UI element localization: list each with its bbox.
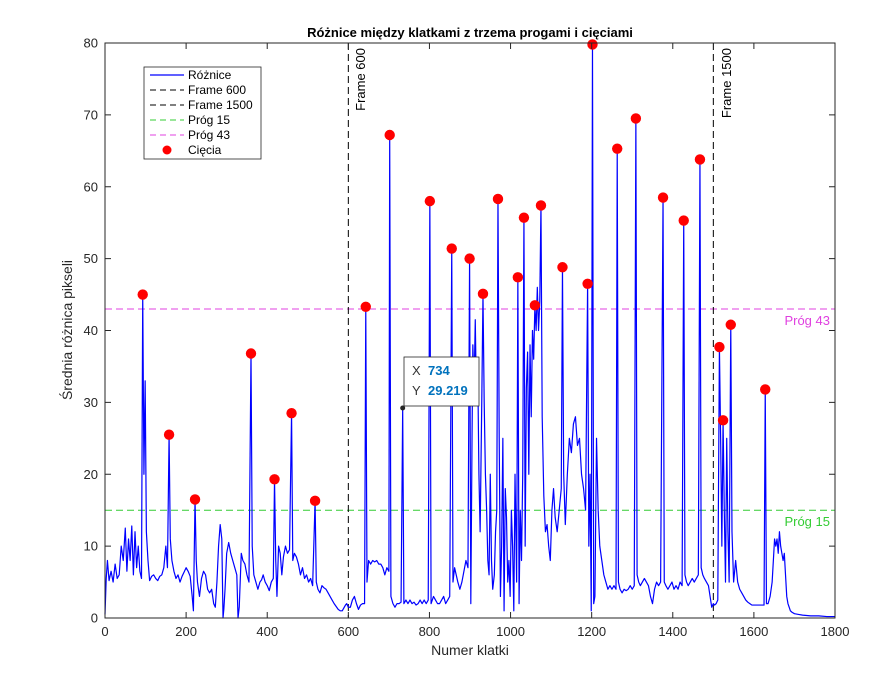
x-tick-label-0: 0 (101, 624, 108, 639)
legend-label-ciecia: Cięcia (188, 143, 222, 157)
y-tick-label-7: 70 (84, 107, 98, 122)
cut-marker-24 (678, 215, 689, 226)
cut-marker-27 (717, 415, 729, 426)
cut-marker-8 (384, 129, 395, 141)
cut-marker-21 (612, 143, 623, 154)
y-tick-label-1: 10 (84, 539, 98, 554)
datatip-y-value: 29.219 (428, 383, 468, 398)
cut-marker-1 (163, 429, 175, 440)
cut-marker-0 (137, 289, 148, 300)
x-tick-label-1: 200 (175, 624, 197, 639)
datatip-y-key: Y (412, 383, 421, 398)
cut-marker-11 (464, 253, 475, 264)
cut-marker-10 (446, 243, 457, 254)
x-tick-label-8: 1600 (739, 624, 768, 639)
x-tick-label-9: 1800 (821, 624, 850, 639)
legend-label-prog-15: Próg 15 (188, 113, 230, 127)
x-tick-label-4: 800 (419, 624, 441, 639)
chart-title: Różnice między klatkami z trzema progami… (307, 25, 633, 40)
legend-label-roznice: Różnice (188, 68, 232, 82)
y-tick-label-6: 60 (84, 179, 98, 194)
cut-marker-4 (269, 474, 280, 485)
x-tick-label-3: 600 (337, 624, 359, 639)
cut-marker-12 (477, 288, 489, 300)
cut-marker-19 (582, 278, 593, 289)
cut-marker-18 (557, 262, 568, 273)
cut-marker-15 (518, 212, 530, 223)
legend-label-frame-1500: Frame 1500 (188, 98, 253, 112)
datatip-box[interactable] (403, 356, 480, 407)
y-tick-label-4: 40 (84, 323, 98, 338)
y-tick-label-8: 80 (84, 36, 98, 51)
cut-marker-7 (360, 301, 371, 312)
cut-marker-23 (657, 192, 669, 203)
datatip-x-value: 734 (428, 363, 450, 378)
cut-marker-20 (587, 39, 598, 50)
cut-marker-29 (760, 384, 771, 395)
cut-marker-14 (512, 272, 524, 283)
cut-marker-6 (309, 495, 321, 507)
cut-marker-5 (286, 407, 297, 419)
legend-label-prog-43: Próg 43 (188, 128, 230, 142)
threshold-43-label: Próg 43 (784, 313, 830, 328)
legend-box (143, 66, 262, 160)
legend-marker-ciecia (162, 145, 172, 155)
y-tick-label-5: 50 (84, 251, 98, 266)
cut-marker-2 (189, 494, 201, 505)
cut-marker-25 (694, 154, 706, 165)
x-tick-label-5: 1000 (496, 624, 525, 639)
cut-marker-17 (535, 200, 547, 211)
legend-label-frame-600: Frame 600 (188, 83, 246, 97)
frame-600-label: Frame 600 (353, 48, 368, 111)
y-tick-label-3: 30 (84, 395, 98, 410)
x-tick-label-2: 400 (256, 624, 278, 639)
frame-1500-label: Frame 1500 (719, 48, 734, 118)
cut-marker-28 (725, 319, 736, 330)
cut-marker-9 (424, 195, 436, 207)
cut-marker-26 (714, 341, 725, 353)
cut-marker-3 (245, 348, 257, 359)
y-tick-label-0: 0 (91, 611, 98, 626)
datatip-point[interactable] (400, 405, 406, 411)
datatip[interactable]: X 734 Y 29.219 (400, 356, 480, 411)
x-tick-label-6: 1200 (577, 624, 606, 639)
x-axis: 0 200 400 600 800 1000 1200 1400 1600 1800 (101, 43, 849, 639)
threshold-15-label: Próg 15 (784, 514, 830, 529)
y-axis-label: Średnia różnica pikseli (58, 260, 75, 400)
x-tick-label-7: 1400 (658, 624, 687, 639)
cut-marker-13 (492, 193, 504, 205)
legend: Różnice Frame 600 Frame 1500 Próg 15 Pró… (143, 66, 262, 160)
x-axis-label: Numer klatki (431, 642, 509, 658)
cut-marker-16 (529, 300, 541, 311)
cut-marker-22 (630, 113, 642, 124)
cut-markers (137, 39, 771, 507)
y-tick-label-2: 20 (84, 467, 98, 482)
datatip-x-key: X (412, 363, 421, 378)
y-axis: 0 10 20 30 40 50 60 70 80 (84, 36, 835, 626)
